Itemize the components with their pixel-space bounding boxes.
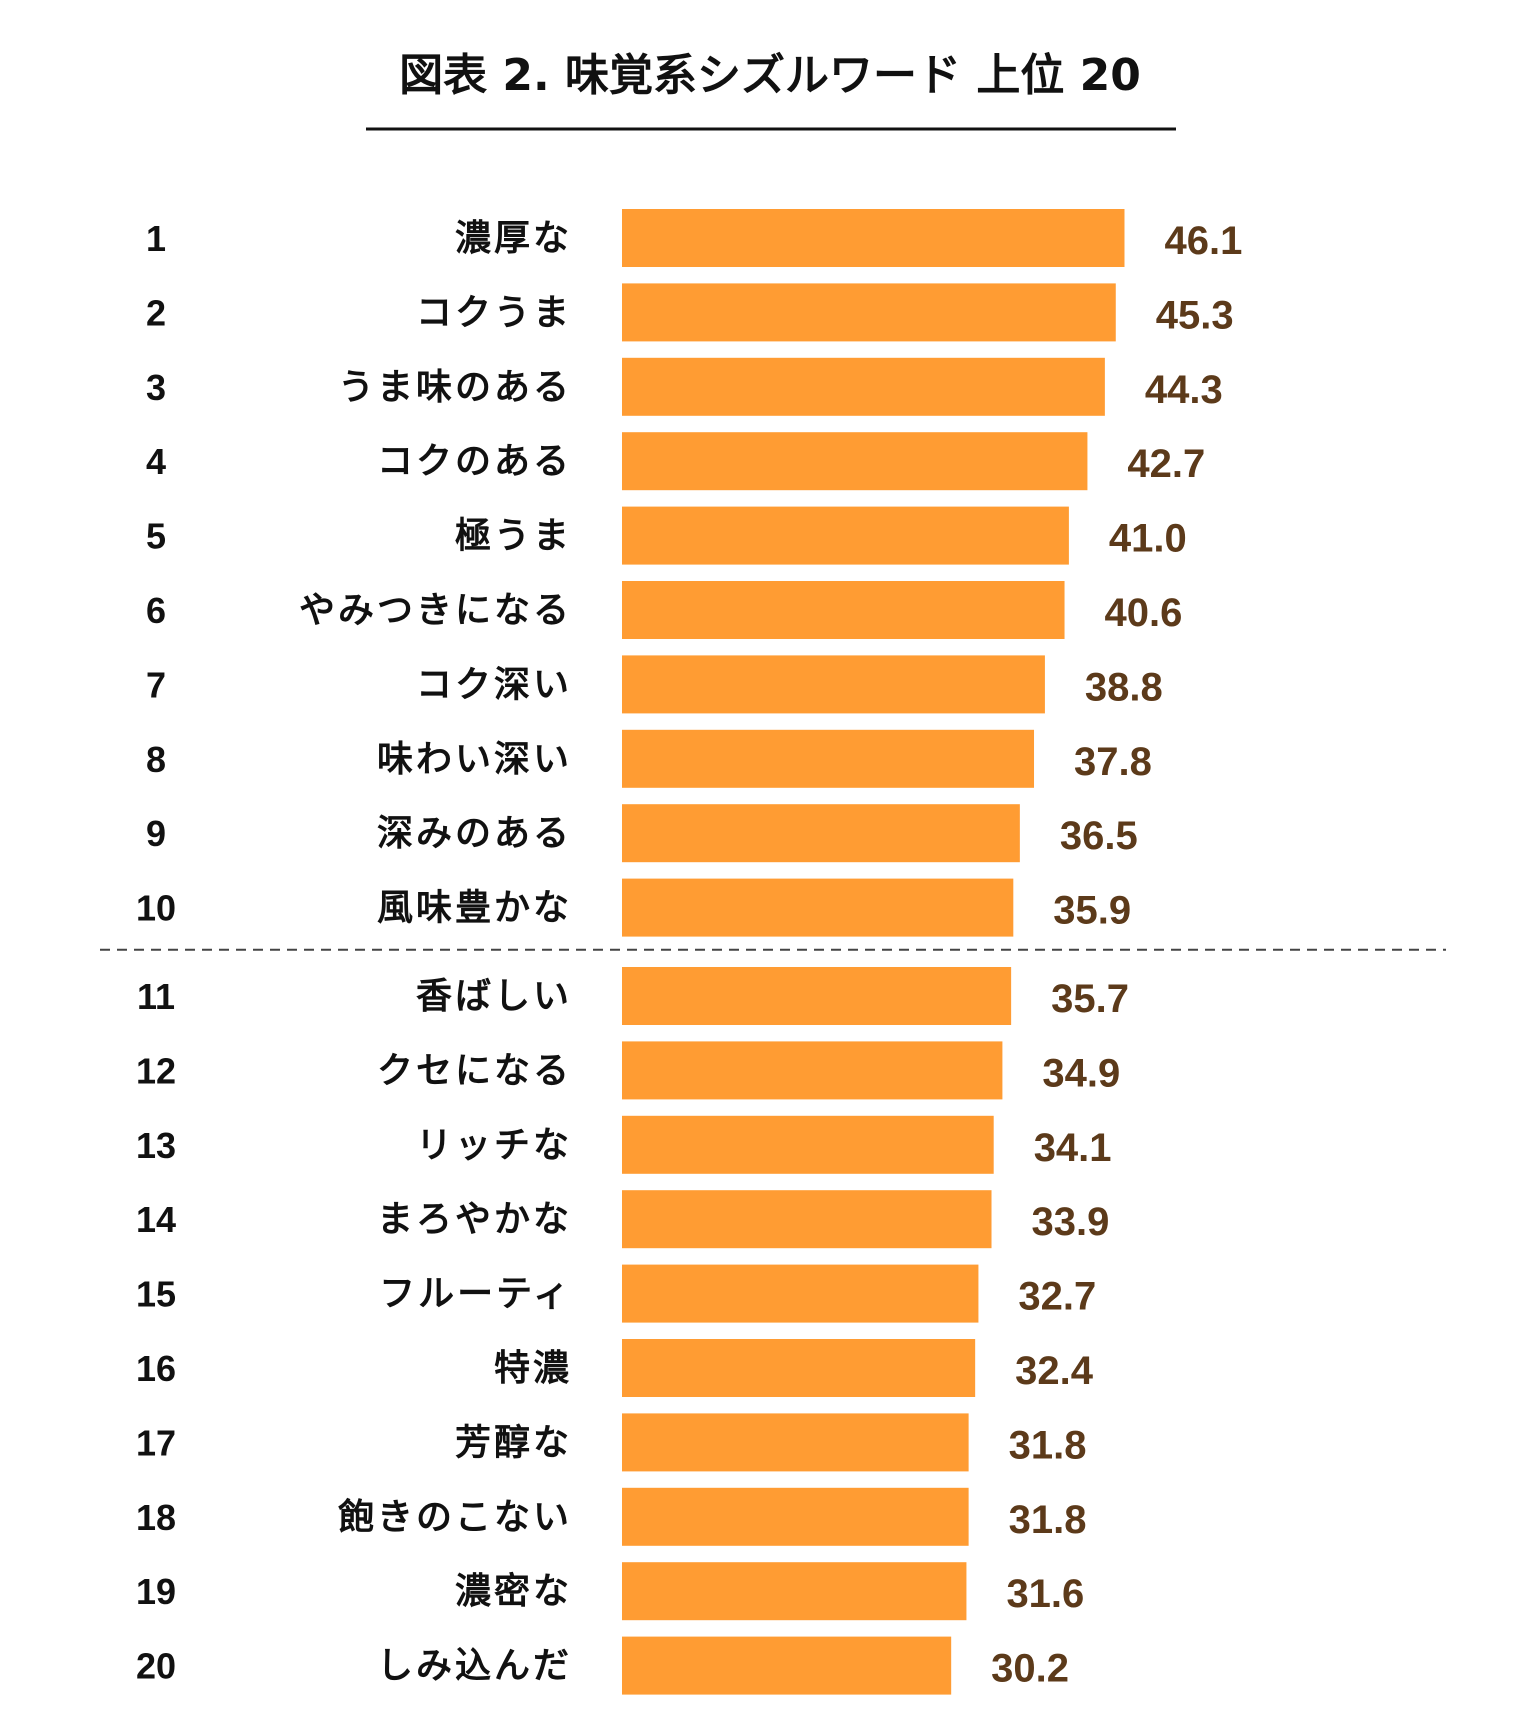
rank-label: 11 (137, 976, 175, 1017)
bar-rows: 1 濃厚な 46.1 2 コクうま 45.3 3 うま味のある 44.3 4 コクのある 42.7 5 極… (136, 209, 1242, 1695)
category-label: 深みのある (377, 813, 572, 854)
bar (622, 804, 1020, 863)
category-label: リッチな (416, 1125, 572, 1166)
value-label: 31.8 (1009, 1498, 1087, 1542)
category-label: フルーティ (379, 1274, 572, 1315)
bar (622, 1487, 969, 1546)
rank-label: 12 (136, 1050, 176, 1091)
category-label: コクうま (416, 292, 572, 333)
rank-label: 8 (146, 739, 166, 780)
value-label: 31.8 (1009, 1423, 1087, 1467)
rank-label: 9 (146, 813, 166, 854)
value-label: 30.2 (991, 1647, 1069, 1691)
bar (622, 1636, 952, 1695)
category-label: 味わい深い (377, 739, 572, 780)
category-label: 極うま (455, 516, 572, 557)
value-label: 35.9 (1053, 889, 1131, 933)
rank-label: 17 (136, 1422, 176, 1463)
rank-label: 2 (146, 292, 166, 333)
rank-label: 7 (146, 664, 166, 705)
value-label: 42.7 (1127, 442, 1205, 486)
category-label: 濃密な (455, 1570, 572, 1612)
category-label: 特濃 (494, 1348, 572, 1389)
value-label: 40.6 (1105, 591, 1183, 635)
bar (622, 1562, 967, 1621)
bar (622, 967, 1012, 1025)
rank-label: 13 (136, 1125, 176, 1166)
category-label: 香ばしい (416, 976, 572, 1017)
category-label: やみつきになる (299, 590, 572, 631)
value-label: 37.8 (1074, 740, 1152, 784)
rank-label: 3 (146, 367, 166, 408)
bar (622, 1115, 994, 1174)
category-label: 風味豊かな (377, 888, 572, 929)
rank-label: 14 (136, 1199, 176, 1240)
bar (622, 1413, 969, 1472)
value-label: 33.9 (1032, 1200, 1110, 1244)
bar (622, 209, 1125, 267)
rank-label: 19 (136, 1571, 176, 1612)
rank-label: 6 (146, 590, 166, 631)
value-label: 45.3 (1156, 293, 1234, 337)
bar (622, 283, 1116, 342)
bar (622, 1190, 992, 1249)
rank-label: 1 (146, 218, 166, 259)
bar (622, 506, 1069, 565)
value-label: 36.5 (1060, 814, 1138, 858)
rank-label: 10 (136, 888, 176, 929)
bar (622, 729, 1035, 788)
category-label: しみ込んだ (377, 1646, 572, 1687)
category-label: うま味のある (338, 367, 572, 408)
category-label: コクのある (377, 441, 572, 482)
value-label: 32.4 (1015, 1349, 1094, 1393)
value-label: 46.1 (1164, 219, 1242, 263)
value-label: 34.9 (1042, 1051, 1120, 1095)
bar (622, 581, 1065, 639)
value-label: 35.7 (1051, 977, 1129, 1021)
category-label: クセになる (377, 1050, 572, 1091)
category-label: 濃厚な (455, 218, 572, 259)
value-label: 34.1 (1034, 1126, 1112, 1170)
rank-label: 4 (146, 441, 166, 482)
bar (622, 1041, 1003, 1100)
value-label: 31.6 (1006, 1572, 1084, 1616)
bar (622, 357, 1105, 416)
rank-label: 5 (146, 516, 166, 557)
bar (622, 1339, 976, 1397)
category-label: まろやかな (377, 1199, 572, 1240)
rank-label: 20 (136, 1646, 176, 1687)
value-label: 44.3 (1145, 368, 1223, 412)
bar (622, 878, 1014, 937)
value-label: 38.8 (1085, 665, 1163, 709)
bar (622, 655, 1045, 714)
category-label: 芳醇な (455, 1422, 572, 1463)
rank-label: 15 (136, 1274, 176, 1315)
bar (622, 1264, 979, 1323)
rank-label: 16 (136, 1348, 176, 1389)
chart-title: 図表 2. 味覚系シズルワード 上位 20 (399, 50, 1141, 101)
rank-label: 18 (136, 1497, 176, 1538)
category-label: コク深い (416, 664, 572, 705)
value-label: 41.0 (1109, 517, 1187, 561)
bar (622, 432, 1088, 491)
category-label: 飽きのこない (338, 1497, 572, 1538)
value-label: 32.7 (1018, 1275, 1096, 1319)
